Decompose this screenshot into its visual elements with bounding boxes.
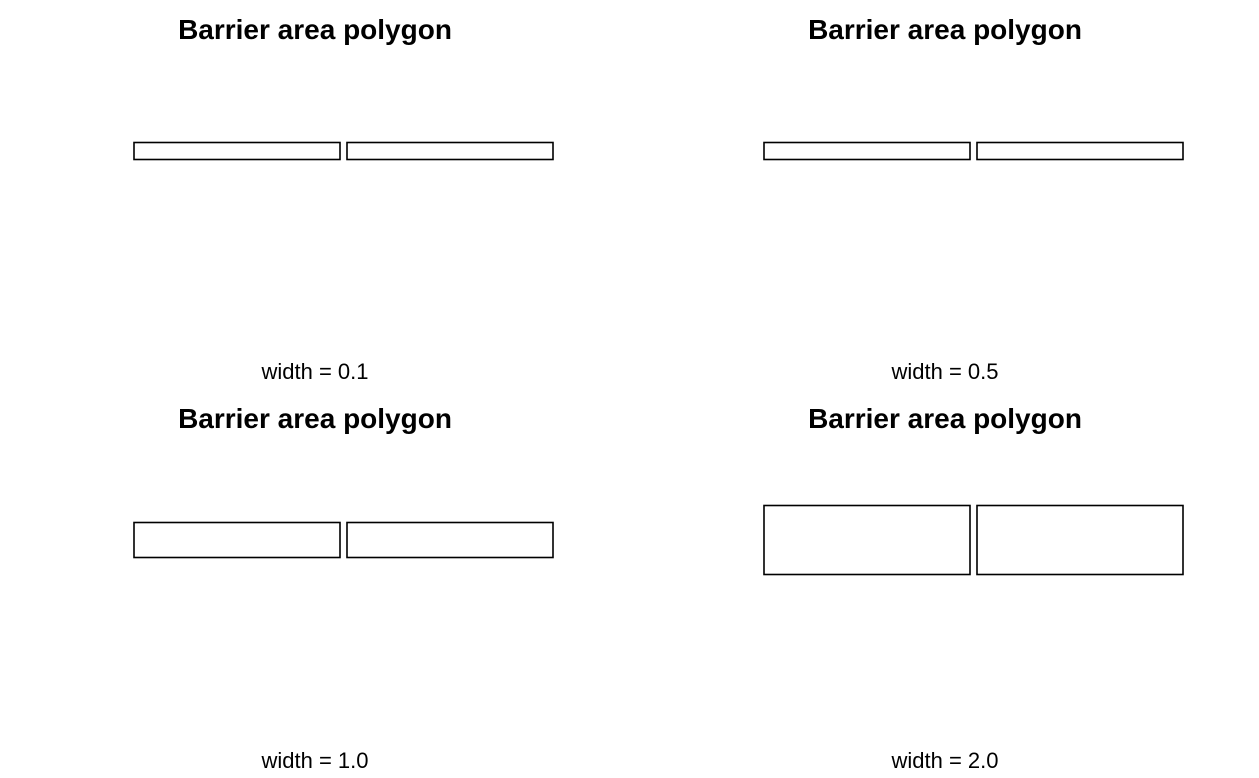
panel-width-1-0: Barrier area polygon width = 1.0: [0, 389, 630, 778]
panel-title: Barrier area polygon: [178, 403, 452, 434]
panel-caption: width = 1.0: [261, 748, 369, 773]
panel-caption: width = 2.0: [891, 748, 999, 773]
panel-width-0-1: Barrier area polygon width = 0.1: [0, 0, 630, 389]
barrier-rect-left: [133, 141, 341, 161]
barrier-rect-right: [346, 521, 554, 559]
panel-caption: width = 0.1: [261, 359, 369, 384]
panel-width-0-5: Barrier area polygon width = 0.5: [630, 0, 1259, 389]
barrier-rect-right: [346, 141, 554, 161]
panel-title: Barrier area polygon: [178, 14, 452, 45]
barrier-polygon-plot: [133, 141, 554, 161]
barrier-rect-right: [976, 504, 1184, 576]
panel-caption: width = 0.5: [891, 359, 999, 384]
barrier-rect-left: [763, 504, 971, 576]
barrier-rect-left: [133, 521, 341, 559]
panel-width-2-0: Barrier area polygon width = 2.0: [630, 389, 1259, 778]
barrier-rect-right: [976, 141, 1184, 161]
panel-title: Barrier area polygon: [808, 403, 1082, 434]
panel-title: Barrier area polygon: [808, 14, 1082, 45]
barrier-polygon-plot: [763, 504, 1184, 576]
barrier-polygon-plot: [133, 521, 554, 559]
barrier-polygon-plot: [763, 141, 1184, 161]
barrier-rect-left: [763, 141, 971, 161]
